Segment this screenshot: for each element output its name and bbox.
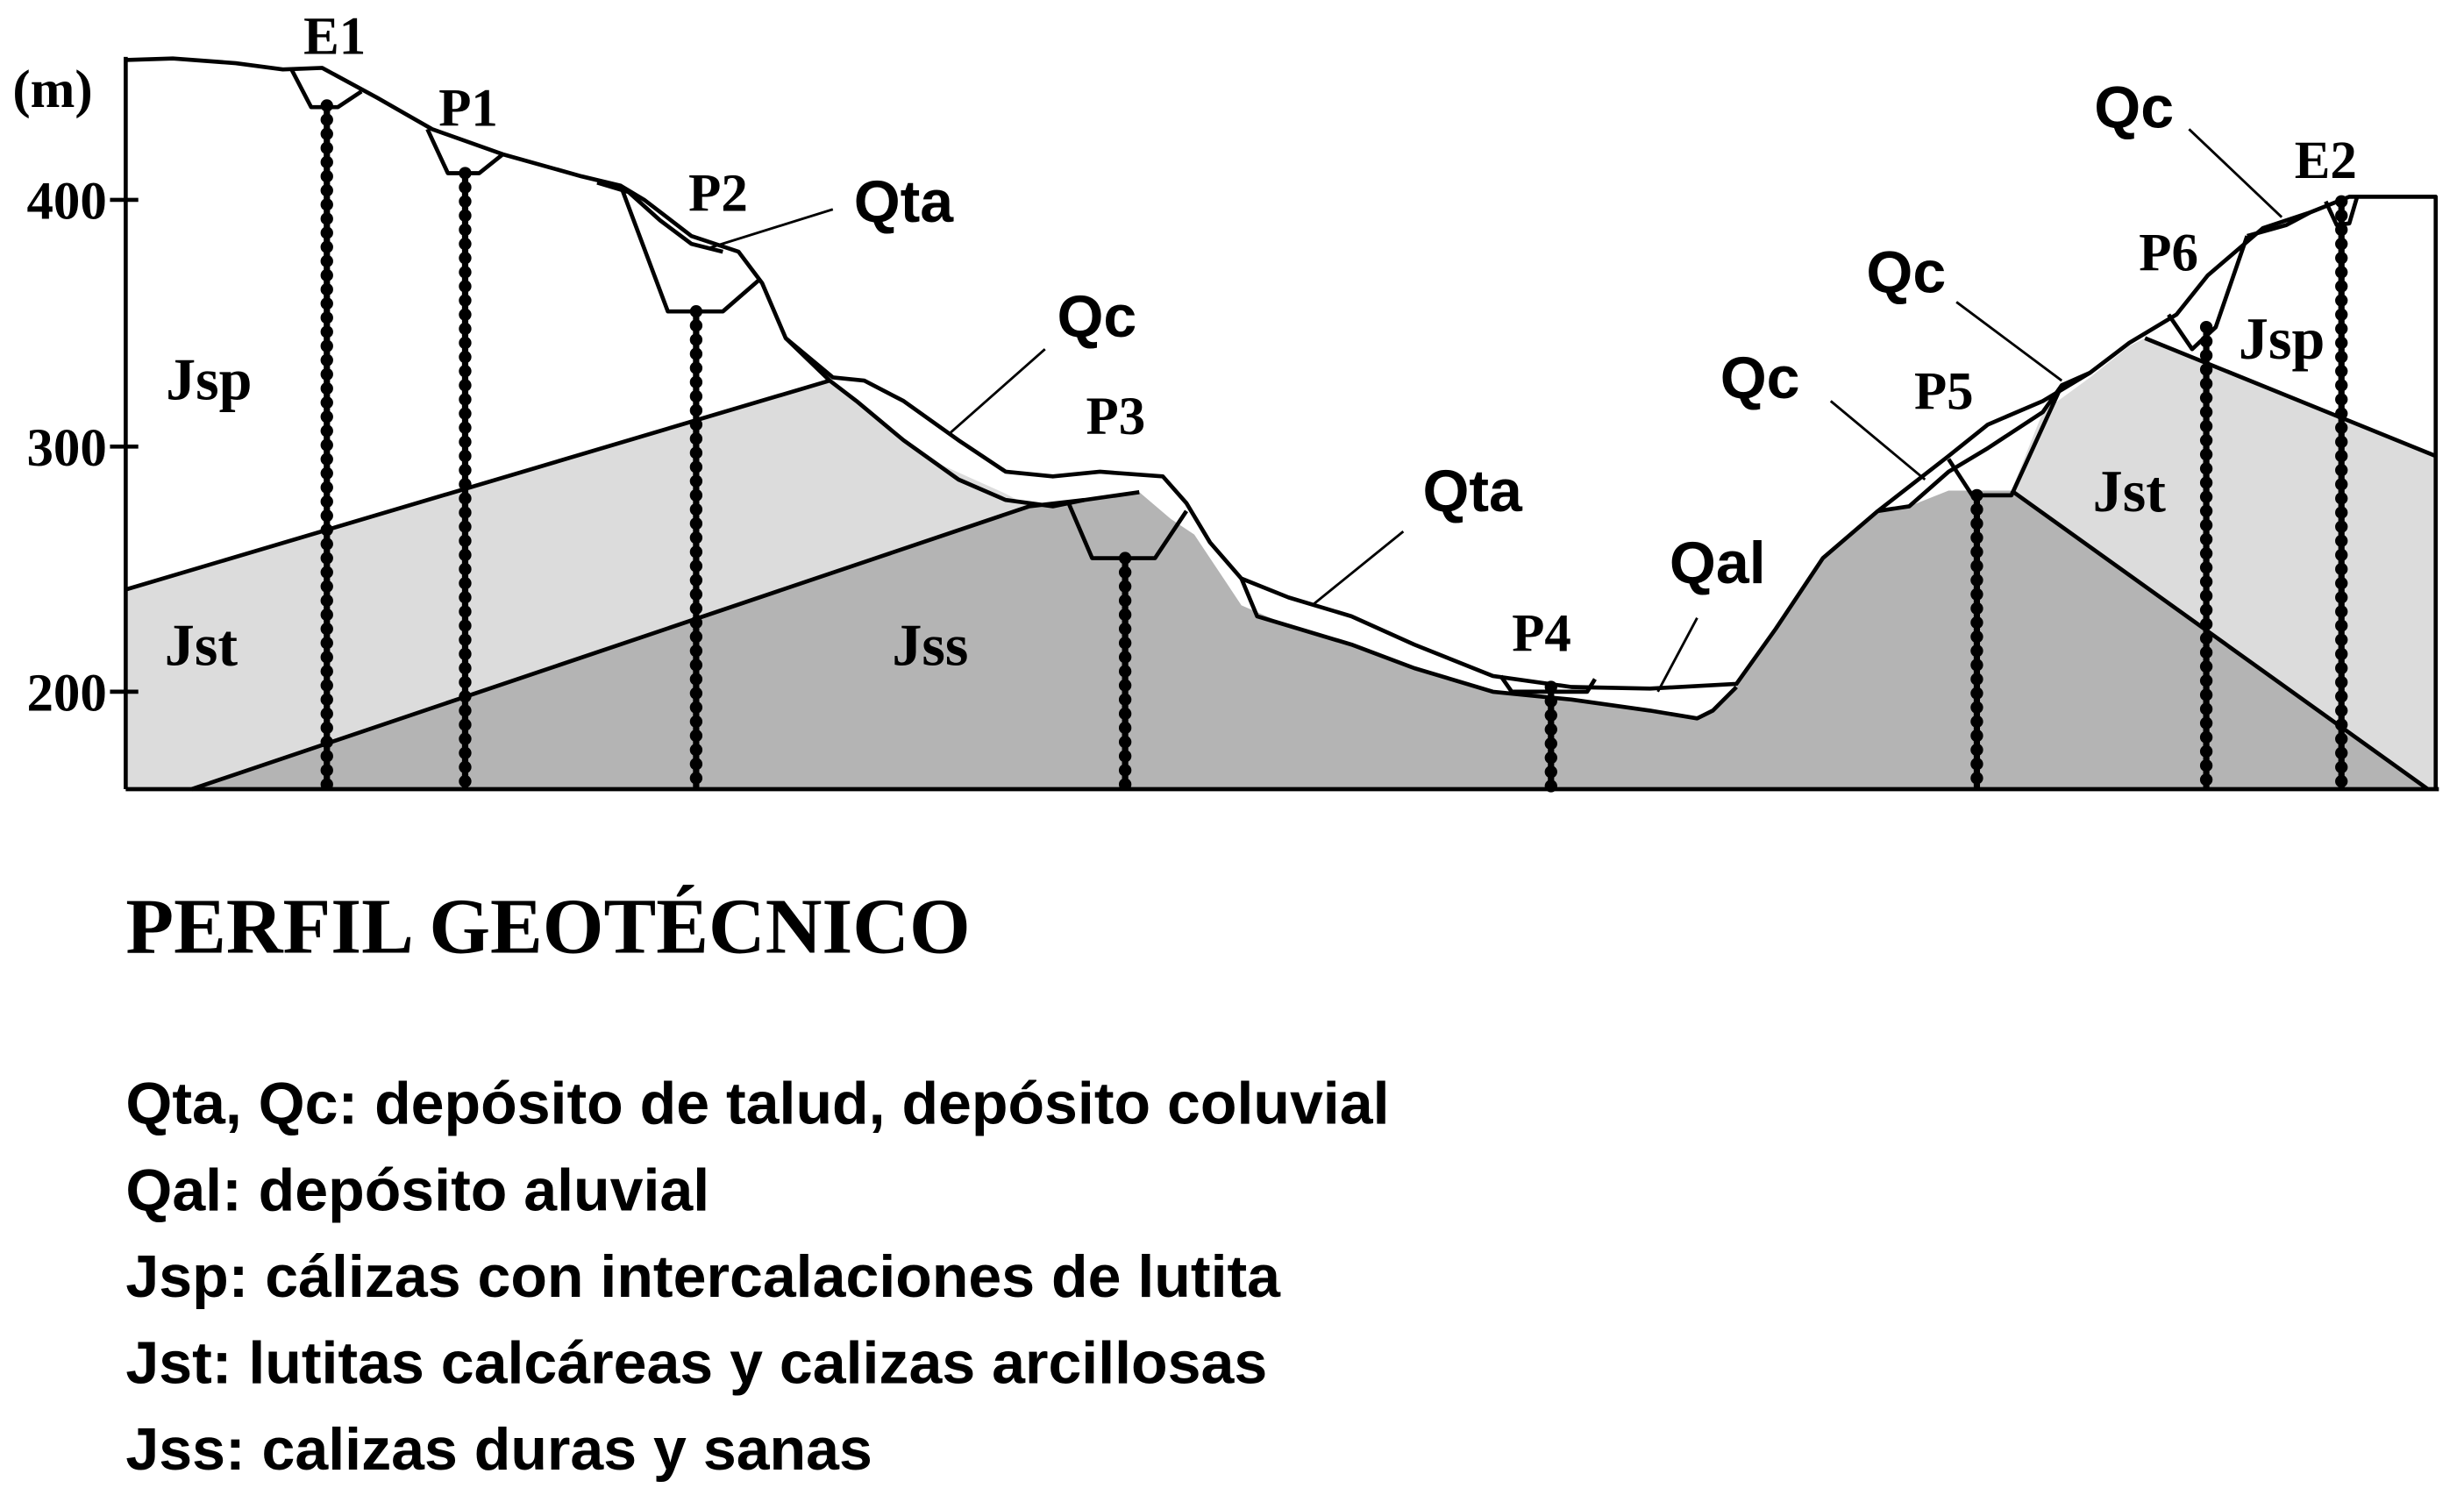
jst-layer-left	[125, 381, 1029, 789]
legend-item: Jss: calizas duras y sanas	[125, 1416, 872, 1483]
label-jst-right: Jst	[2093, 458, 2167, 524]
jss-layer	[191, 490, 2428, 789]
leader-qta-1	[707, 208, 834, 250]
label-p5: P5	[1914, 362, 1974, 421]
label-jsp-right: Jsp	[2239, 305, 2325, 372]
terrain-surface	[125, 56, 2439, 789]
label-p2: P2	[688, 165, 748, 224]
leader-qta-2	[1311, 530, 1405, 607]
label-e2: E2	[2295, 132, 2357, 190]
pit-p5	[1947, 384, 2064, 498]
label-qc-2: Qc	[1866, 239, 1946, 306]
legend-item: Qal: depósito aluvial	[125, 1157, 709, 1223]
jst-jss-boundary-left	[190, 489, 1140, 792]
legend-item: Jsp: cálizas con intercalaciones de luti…	[125, 1243, 1281, 1310]
tick-label-400: 400	[26, 172, 106, 231]
leader-qc-3	[1829, 400, 1926, 481]
jst-layer-right	[2011, 338, 2436, 789]
label-e1: E1	[303, 7, 366, 66]
deposit-base-qta-lower	[1239, 577, 1738, 721]
deposit-base-qc-p5	[1877, 370, 2091, 514]
label-qc-3: Qc	[1720, 345, 1800, 411]
label-p6: P6	[2139, 224, 2198, 283]
leader-qal	[1656, 616, 1698, 693]
figure-title: PERFIL GEOTÉCNICO	[125, 883, 970, 970]
leader-qc-4	[2188, 128, 2283, 218]
deposit-base-qc-p3	[784, 336, 1086, 509]
jst-jss-boundary-right	[2010, 488, 2430, 791]
jsp-jst-boundary-right	[2144, 336, 2437, 459]
label-qta-2: Qta	[1422, 458, 1523, 524]
deposit-base-qta-upper	[596, 181, 723, 254]
legend-item: Jst: lutitas calcáreas y calizas arcillo…	[125, 1329, 1267, 1396]
tick-label-200: 200	[26, 664, 106, 723]
label-qal: Qal	[1670, 530, 1766, 596]
axis-unit-label: (m)	[12, 61, 92, 119]
jsp-jst-boundary-left	[125, 378, 830, 592]
legend-item: Qta, Qc: depósito de talud, depósito col…	[125, 1071, 1389, 1137]
label-p4: P4	[1512, 604, 1571, 663]
label-p3: P3	[1086, 388, 1146, 446]
label-jsp-left: Jsp	[166, 346, 252, 413]
label-qc-1: Qc	[1057, 283, 1136, 350]
leader-qc-1	[950, 348, 1046, 434]
label-qc-4: Qc	[2094, 75, 2174, 141]
label-jss: Jss	[892, 611, 968, 678]
tick-label-300: 300	[26, 419, 106, 478]
label-qta-1: Qta	[854, 168, 955, 235]
label-jst-left: Jst	[165, 611, 239, 678]
leader-qc-2	[1955, 301, 2063, 382]
deposit-base-qc-p6	[2247, 210, 2311, 238]
label-p1: P1	[438, 80, 498, 139]
